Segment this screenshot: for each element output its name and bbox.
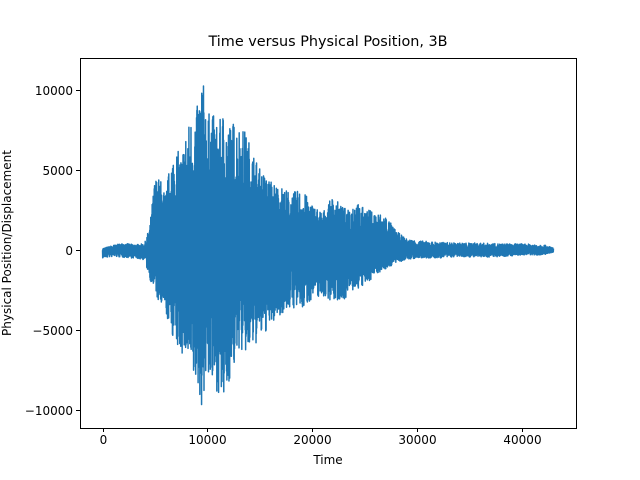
chart-title: Time versus Physical Position, 3B [208,34,448,50]
y-axis-ticks [76,90,80,411]
x-tick-label: 10000 [188,433,227,447]
y-tick-label: 5000 [42,163,73,178]
x-tick-label: 40000 [503,433,542,447]
x-tick-label: 30000 [398,433,437,447]
y-tick-label: 0 [65,243,73,258]
x-tick-label: 0 [99,433,108,447]
x-tick-label: 20000 [293,433,332,447]
y-tick-label: −10000 [24,403,73,418]
y-tick-label: −5000 [32,323,73,338]
y-tick-label: 10000 [34,83,73,98]
x-axis-ticks [103,428,523,432]
waveform-line [101,85,555,406]
axes-frame [80,58,577,429]
x-axis-label: Time [313,453,343,467]
y-axis-label: Physical Position/Displacement [0,150,14,336]
